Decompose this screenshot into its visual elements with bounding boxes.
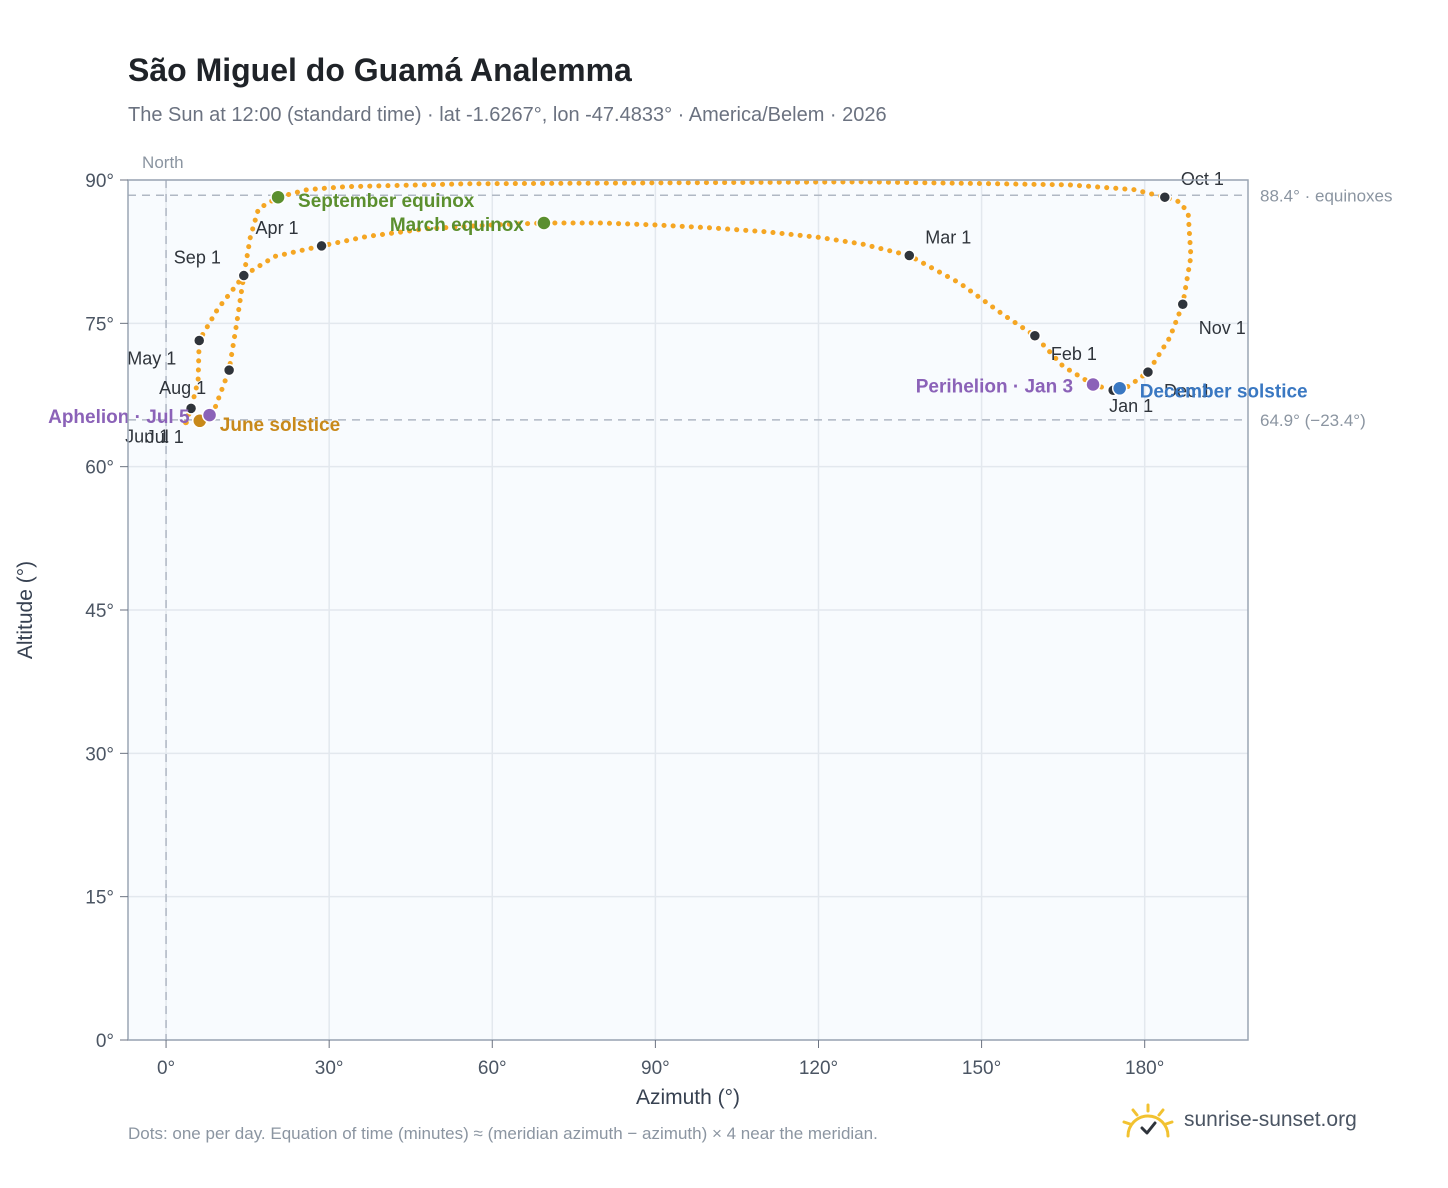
reference-lines: 88.4° · equinoxes 64.9° (−23.4°) North: [128, 153, 1393, 1040]
y-tick-label: 60°: [85, 458, 114, 479]
x-tick-label: 90°: [641, 1058, 670, 1079]
event-marker: [270, 189, 286, 205]
y-tick-label: 45°: [85, 601, 114, 622]
month-marker: [903, 249, 916, 262]
y-tick-label: 0°: [96, 1031, 114, 1052]
x-tick-label: 30°: [315, 1058, 344, 1079]
chart-subtitle: The Sun at 12:00 (standard time) · lat -…: [128, 104, 887, 126]
event-label: Aphelion · Jul 5: [48, 407, 190, 428]
month-label: Aug 1: [159, 378, 206, 398]
y-tick-label: 75°: [85, 314, 114, 335]
x-tick-label: 150°: [962, 1058, 1001, 1079]
x-tick-label: 60°: [478, 1058, 507, 1079]
brand-logo[interactable]: sunrise-sunset.org: [1120, 1102, 1357, 1138]
y-tick-label: 30°: [85, 744, 114, 765]
reference-line-label: North: [142, 153, 184, 172]
month-marker: [315, 239, 328, 253]
x-tick-label: 0°: [157, 1058, 175, 1079]
x-tick-label: 120°: [799, 1058, 838, 1079]
event-label: Perihelion · Jan 3: [916, 376, 1073, 397]
brand-name: sunrise-sunset.org: [1184, 1108, 1357, 1131]
event-label: September equinox: [298, 191, 475, 212]
chart-title: São Miguel do Guamá Analemma: [128, 52, 632, 88]
footnote: Dots: one per day. Equation of time (min…: [128, 1124, 878, 1143]
y-axis-label: Altitude (°): [14, 561, 37, 659]
month-label: Feb 1: [1051, 344, 1097, 364]
month-label: Sep 1: [174, 248, 221, 268]
month-marker: [1176, 297, 1190, 311]
event-label: March equinox: [390, 215, 525, 236]
grid-lines: [128, 179, 1248, 1041]
x-axis-ticks: 0° 30° 60° 90° 120° 150° 180°: [157, 1040, 1164, 1079]
sun-logo-icon: [1122, 1103, 1174, 1138]
event-marker: [1085, 376, 1101, 393]
month-marker: [1028, 329, 1042, 343]
month-label: Jul 1: [146, 427, 184, 447]
month-marker: [1158, 190, 1172, 204]
event-label: December solstice: [1140, 381, 1308, 402]
x-tick-label: 180°: [1125, 1058, 1164, 1079]
y-tick-label: 90°: [85, 171, 114, 192]
event-marker: [1111, 380, 1128, 397]
event-label: June solstice: [220, 415, 340, 436]
month-label: Nov 1: [1199, 318, 1246, 338]
event-marker: [536, 215, 552, 231]
month-label: Oct 1: [1181, 169, 1224, 189]
month-label: May 1: [127, 349, 176, 369]
month-marker: [1141, 365, 1155, 379]
month-label: Jun 1: [125, 426, 169, 446]
reference-line-label: 64.9° (−23.4°): [1260, 411, 1366, 430]
event-marker: [201, 407, 218, 423]
month-marker: [222, 363, 236, 377]
y-tick-label: 15°: [85, 888, 114, 909]
month-label: Jan 1: [1109, 396, 1153, 416]
month-label: Apr 1: [256, 218, 299, 238]
month-label: Dec 1: [1164, 381, 1211, 401]
month-marker: [192, 334, 206, 347]
reference-line-label: 88.4° · equinoxes: [1260, 186, 1393, 205]
month-marker: [184, 402, 198, 415]
y-axis-ticks: 0° 15° 30° 45° 60° 75° 90°: [85, 171, 128, 1052]
month-label: Mar 1: [925, 227, 971, 247]
x-axis-label: Azimuth (°): [636, 1086, 740, 1109]
analemma-daily-dots: [183, 179, 1194, 426]
analemma-path: [183, 179, 1194, 426]
month-marker: [237, 269, 251, 282]
